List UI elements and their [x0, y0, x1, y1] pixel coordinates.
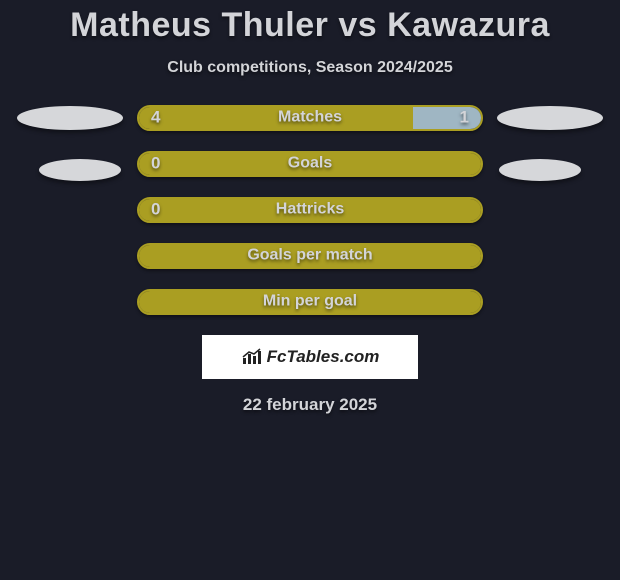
- comparison-chart: Matches 4 1 Goals 0 Hattricks 0 Goals per match…: [0, 105, 620, 315]
- stat-row: Hattricks 0: [10, 197, 610, 223]
- decorative-ellipse: [499, 159, 581, 181]
- bar-left-fill: [139, 107, 413, 129]
- page-title: Matheus Thuler vs Kawazura: [0, 0, 620, 45]
- bar-right-fill: [413, 107, 481, 129]
- decorative-ellipse: [17, 106, 123, 130]
- stat-row: Goals per match: [10, 243, 610, 269]
- stat-bar: Goals per match: [137, 243, 483, 269]
- stat-bar: Goals 0: [137, 151, 483, 177]
- stat-label: Min per goal: [263, 293, 357, 311]
- decorative-ellipse: [497, 106, 603, 130]
- stat-row: Min per goal: [10, 289, 610, 315]
- stat-row: Goals 0: [10, 151, 610, 177]
- stat-bar: Min per goal: [137, 289, 483, 315]
- vs-text: vs: [338, 6, 377, 44]
- stat-label: Matches: [278, 109, 342, 127]
- stat-value-left: 0: [151, 154, 160, 174]
- stat-value-right: 1: [460, 108, 469, 128]
- chart-icon: [241, 348, 263, 366]
- logo-text: FcTables.com: [267, 347, 380, 367]
- stat-label: Goals: [288, 155, 332, 173]
- date-text: 22 february 2025: [0, 395, 620, 415]
- subtitle: Club competitions, Season 2024/2025: [0, 59, 620, 77]
- stat-value-left: 0: [151, 200, 160, 220]
- stat-label: Hattricks: [276, 201, 344, 219]
- decorative-ellipse: [39, 159, 121, 181]
- player2-name: Kawazura: [387, 6, 550, 44]
- stat-bar: Matches 4 1: [137, 105, 483, 131]
- player1-name: Matheus Thuler: [70, 6, 328, 44]
- stat-label: Goals per match: [247, 247, 372, 265]
- stat-bar: Hattricks 0: [137, 197, 483, 223]
- logo-box: FcTables.com: [202, 335, 418, 379]
- stat-value-left: 4: [151, 108, 160, 128]
- stat-row: Matches 4 1: [10, 105, 610, 131]
